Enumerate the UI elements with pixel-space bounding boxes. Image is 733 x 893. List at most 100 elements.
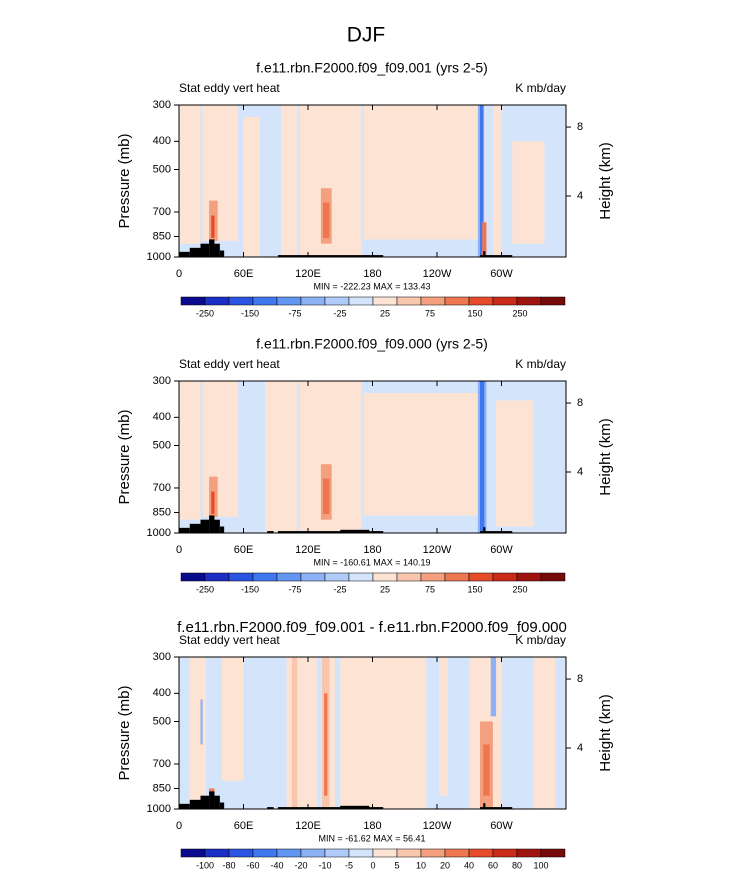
- topography: [277, 807, 371, 809]
- field-region: [480, 105, 484, 257]
- field-region: [211, 491, 215, 514]
- y-tick-label: 400: [153, 687, 171, 699]
- field-region: [482, 222, 487, 257]
- topography: [200, 243, 210, 257]
- field-region: [483, 744, 490, 796]
- field-region: [533, 657, 556, 809]
- x-tick-label: 120W: [423, 268, 452, 280]
- colorbar-label: 40: [464, 860, 474, 870]
- field-region: [490, 657, 497, 717]
- colorbar-label: 150: [467, 584, 482, 594]
- panel-title: f.e11.rbn.F2000.f09_f09.001 - f.e11.rbn.…: [177, 619, 567, 636]
- colorbar-box: [204, 296, 230, 306]
- y2-axis-label: Height (km): [597, 694, 614, 772]
- colorbar-label: 80: [512, 860, 522, 870]
- colorbar-label: 5: [394, 860, 399, 870]
- colorbar-box: [276, 848, 302, 858]
- topography: [219, 802, 225, 809]
- field-region: [281, 105, 298, 257]
- topography: [277, 531, 371, 533]
- y-tick-label: 850: [153, 506, 171, 518]
- stats: MIN = -160.61 MAX = 140.19: [313, 557, 430, 567]
- y-tick-label: 700: [153, 206, 171, 218]
- y-tick-label: 1000: [147, 527, 171, 539]
- x-tick-label: 180: [363, 544, 381, 556]
- field-region: [200, 699, 203, 745]
- colorbar-box: [540, 572, 566, 582]
- colorbar-label: -80: [222, 860, 235, 870]
- y2-tick-label: 4: [577, 190, 583, 202]
- panel-title: f.e11.rbn.F2000.f09_f09.000 (yrs 2-5): [256, 336, 488, 352]
- y-tick-label: 300: [153, 651, 171, 663]
- topography: [370, 807, 384, 809]
- panel-title: f.e11.rbn.F2000.f09_f09.001 (yrs 2-5): [256, 60, 488, 76]
- colorbar-box: [252, 572, 278, 582]
- colorbar-box: [180, 572, 206, 582]
- colorbar-label: -60: [246, 860, 259, 870]
- colorbar-label: 60: [488, 860, 498, 870]
- y-tick-label: 700: [153, 482, 171, 494]
- colorbar-label: -250: [196, 308, 214, 318]
- colorbar-box: [252, 848, 278, 858]
- x-tick-label: 180: [363, 268, 381, 280]
- field-region: [286, 657, 317, 809]
- colorbar-label: -25: [333, 308, 346, 318]
- colorbar-box: [228, 296, 254, 306]
- y-tick-label: 400: [153, 411, 171, 423]
- colorbar-box: [444, 296, 470, 306]
- figure-title: DJF: [347, 24, 386, 47]
- field-region: [324, 693, 328, 796]
- colorbar-box: [540, 296, 566, 306]
- y-tick-label: 1000: [147, 251, 171, 263]
- topography: [209, 791, 215, 809]
- field-region: [439, 657, 448, 796]
- y-tick-label: 500: [153, 715, 171, 727]
- colorbar-box: [204, 848, 230, 858]
- y-tick-label: 850: [153, 230, 171, 242]
- colorbar-box: [396, 572, 422, 582]
- colorbar-label: -20: [294, 860, 307, 870]
- colorbar-box: [300, 572, 326, 582]
- colorbar-box: [372, 848, 398, 858]
- stats: MIN = -222.23 MAX = 133.43: [313, 281, 430, 291]
- topography: [209, 239, 215, 257]
- y2-tick-label: 4: [577, 466, 583, 478]
- colorbar-label: 25: [380, 584, 390, 594]
- colorbar-label: -100: [196, 860, 214, 870]
- y2-axis-label: Height (km): [597, 142, 614, 220]
- colorbar-box: [396, 296, 422, 306]
- field-region: [323, 202, 330, 238]
- colorbar-box: [372, 572, 398, 582]
- topography: [340, 805, 370, 809]
- topography: [267, 807, 274, 809]
- colorbar-label: -5: [345, 860, 353, 870]
- x-tick-label: 120E: [295, 268, 321, 280]
- topography: [214, 519, 220, 533]
- colorbar-box: [300, 848, 326, 858]
- left-label: Stat eddy vert heat: [179, 81, 280, 95]
- y-tick-label: 500: [153, 439, 171, 451]
- field-region: [480, 381, 485, 533]
- y-tick-label: 300: [153, 99, 171, 111]
- colorbar-box: [348, 848, 374, 858]
- topography: [370, 531, 384, 533]
- x-tick-label: 60E: [234, 820, 254, 832]
- topography: [267, 531, 274, 533]
- colorbar-label: 150: [467, 308, 482, 318]
- y-axis-label: Pressure (mb): [116, 685, 133, 780]
- right-label: K mb/day: [515, 633, 566, 647]
- field-region: [323, 478, 330, 514]
- colorbar-box: [516, 572, 542, 582]
- colorbar-label: 25: [380, 308, 390, 318]
- colorbar-label: -150: [241, 584, 259, 594]
- colorbar-box: [324, 572, 350, 582]
- x-tick-label: 120E: [295, 544, 321, 556]
- right-label: K mb/day: [515, 81, 566, 95]
- field-region: [189, 657, 206, 809]
- x-tick-label: 180: [363, 820, 381, 832]
- x-tick-label: 60E: [234, 268, 254, 280]
- colorbar-label: 75: [425, 584, 435, 594]
- colorbar-box: [540, 848, 566, 858]
- y-tick-label: 500: [153, 163, 171, 175]
